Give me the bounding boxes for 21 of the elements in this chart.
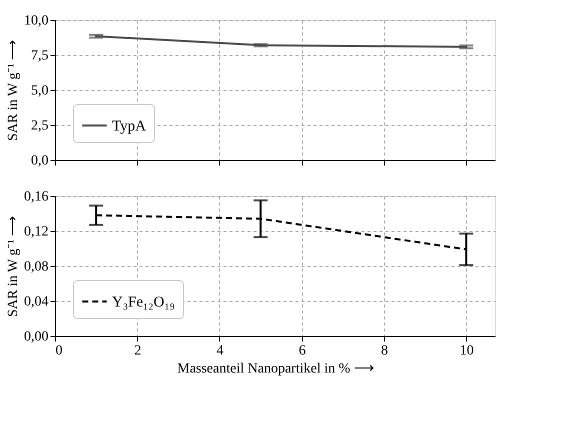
- y-axis-title: SAR in W g⁻¹ ⟶: [6, 40, 21, 142]
- y-tick-label: 5,0: [31, 84, 48, 98]
- x-tick-label: 2: [134, 344, 142, 358]
- legend-label: TypA: [112, 118, 146, 134]
- y-tick-label: 0,00: [24, 330, 48, 344]
- y-axis-title: SAR in W g⁻¹ ⟶: [6, 216, 21, 318]
- y-tick-label: 0,04: [24, 294, 48, 310]
- y-tick-label: 0,0: [31, 154, 48, 168]
- y-tick-label: 0,16: [24, 190, 48, 204]
- x-tick-label: 0: [56, 344, 62, 358]
- y-tick-label: 7,5: [31, 48, 48, 64]
- legend-label: Y₃Fe₁₂O₁₉: [112, 294, 175, 310]
- y-tick-label: 0,12: [24, 224, 48, 240]
- y-tick-label: 2,5: [31, 118, 48, 134]
- x-tick-label: 6: [298, 344, 306, 358]
- x-axis-title: Masseanteil Nanopartikel in % ⟶: [177, 362, 374, 376]
- x-tick-label: 4: [216, 344, 224, 358]
- y-tick-label: 10,0: [24, 14, 48, 28]
- x-tick-label: 10: [460, 344, 474, 358]
- x-tick-label: 8: [380, 344, 388, 358]
- y-tick-label: 0,08: [24, 260, 48, 274]
